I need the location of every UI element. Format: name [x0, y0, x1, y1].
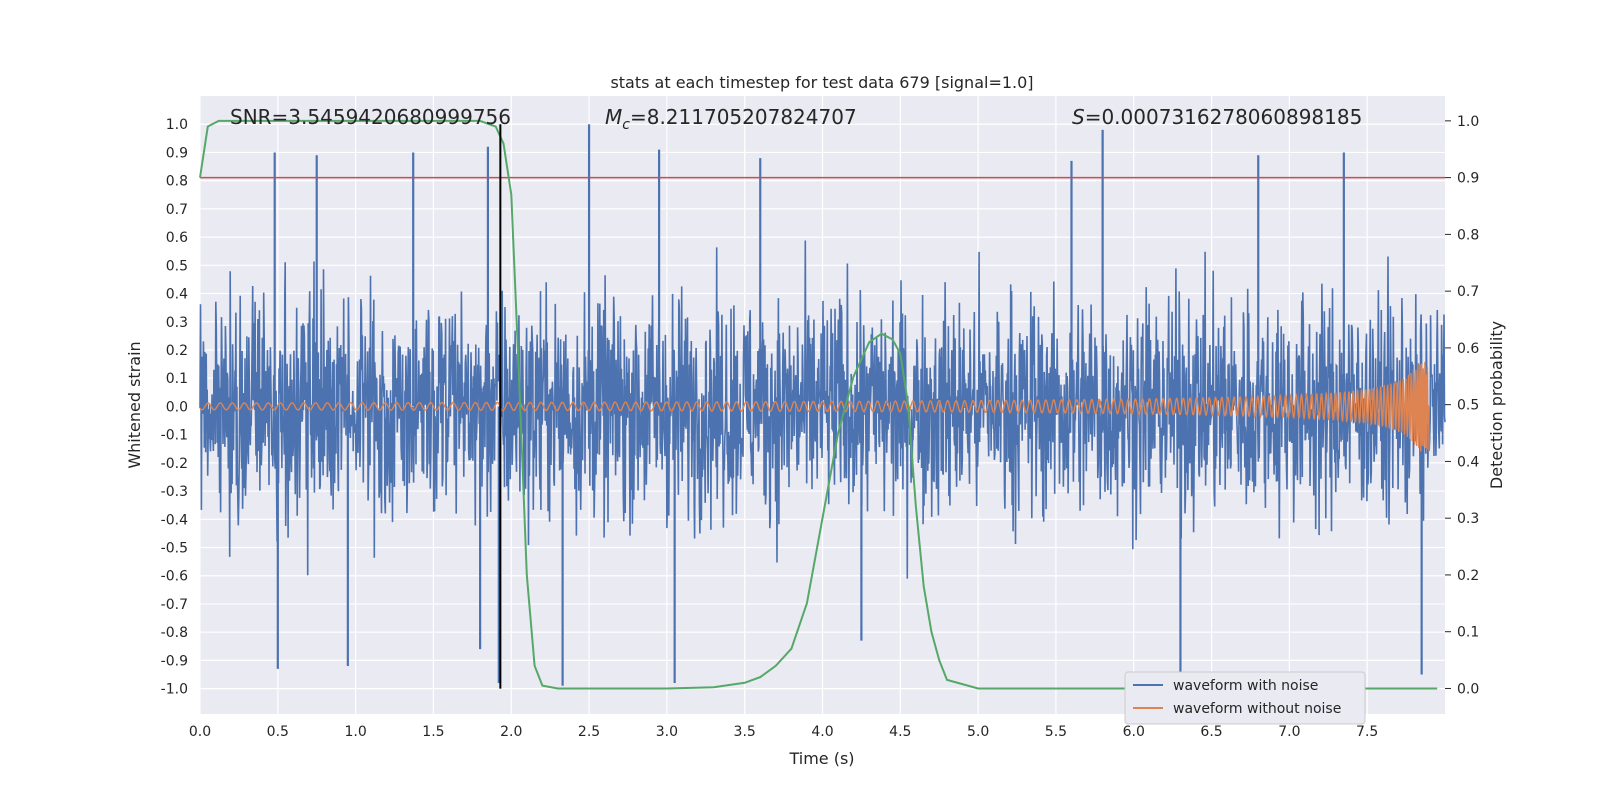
- x-tick-label: 0.5: [267, 724, 289, 740]
- y-tick-label: 0.7: [166, 202, 188, 218]
- s-annotation: S=0.0007316278060898185: [1072, 105, 1362, 129]
- x-tick-label: 4.5: [889, 724, 911, 740]
- y-tick-label: 0.2: [166, 343, 188, 359]
- y-tick-label: -0.9: [161, 653, 188, 669]
- chart-title: stats at each timestep for test data 679…: [610, 73, 1033, 92]
- legend-box: [1124, 671, 1366, 725]
- y-tick-label: 1.0: [166, 117, 188, 133]
- y-tick-label: -0.4: [161, 512, 188, 528]
- x-tick-label: 2.5: [578, 724, 600, 740]
- x-tick-label: 4.0: [811, 724, 833, 740]
- x-tick-label: 6.5: [1200, 724, 1222, 740]
- y-tick-label: -1.0: [161, 682, 188, 698]
- probability-trace: [199, 119, 1438, 690]
- y-tick-label: -0.1: [161, 428, 188, 444]
- y-tick-label: 0.1: [166, 371, 188, 387]
- legend-label-noise: waveform with noise: [1173, 678, 1318, 694]
- legend-label-clean: waveform without noise: [1173, 701, 1341, 717]
- series-waveform-with-noise: [199, 124, 1446, 686]
- y-tick-label: -0.5: [161, 541, 188, 557]
- y-tick-label: -0.8: [161, 625, 188, 641]
- y-tick-label: -0.3: [161, 484, 188, 500]
- y-right-tick-label: 0.7: [1457, 284, 1479, 300]
- x-tick-label: 5.5: [1045, 724, 1067, 740]
- mc-annotation: Mc=8.211705207824707: [605, 105, 857, 133]
- x-tick-label: 0.0: [189, 724, 211, 740]
- y-axis-label: Whitened strain: [125, 341, 144, 468]
- x-axis-label: Time (s): [788, 749, 854, 768]
- x-tick-label: 5.0: [967, 724, 989, 740]
- y-tick-label: 0.5: [166, 258, 188, 274]
- x-tick-label: 3.5: [734, 724, 756, 740]
- chirp-trace: [199, 361, 1430, 452]
- snr-annotation: SNR=3.5459420680999756: [230, 105, 511, 129]
- y-right-tick-label: 0.1: [1457, 625, 1479, 641]
- y-tick-label: 0.0: [166, 399, 188, 415]
- y-right-tick-label: 0.2: [1457, 568, 1479, 584]
- y-tick-label: -0.6: [161, 569, 188, 585]
- noise-trace: [199, 240, 1446, 579]
- x-tick-label: 6.0: [1123, 724, 1145, 740]
- x-tick-label: 7.5: [1356, 724, 1378, 740]
- series-detection-probability: [199, 119, 1438, 690]
- x-tick-label: 7.0: [1278, 724, 1300, 740]
- y-right-tick-label: 0.0: [1457, 681, 1479, 697]
- series-waveform-without-noise: [199, 361, 1430, 452]
- x-tick-label: 1.0: [344, 724, 366, 740]
- y-tick-label: -0.2: [161, 456, 188, 472]
- y-tick-label: 0.9: [166, 145, 188, 161]
- mc-annotation-value: =8.211705207824707: [630, 105, 857, 129]
- y-right-tick-label: 0.8: [1457, 227, 1479, 243]
- y-right-tick-label: 0.6: [1457, 341, 1479, 357]
- y-right-tick-label: 0.9: [1457, 171, 1479, 187]
- y-right-tick-label: 0.3: [1457, 511, 1479, 527]
- y-right-tick-label: 0.5: [1457, 398, 1479, 414]
- y-axis-right-label: Detection probability: [1487, 321, 1506, 489]
- y-right-tick-label: 0.4: [1457, 454, 1479, 470]
- y-axis-ticks: 1.0 0.9 0.8 0.7 0.6 0.5 0.4 0.3 0.2 0.1 0.0 -0.1 -0.…: [161, 117, 188, 697]
- x-tick-label: 2.0: [500, 724, 522, 740]
- s-annotation-value: =0.0007316278060898185: [1085, 105, 1363, 129]
- y-tick-label: 0.3: [166, 315, 188, 331]
- y-axis-right-ticks: 1.0 0.9 0.8 0.7 0.6 0.5 0.4 0.3 0.2 0.1 0.0: [1445, 114, 1479, 697]
- y-tick-label: 0.8: [166, 174, 188, 190]
- x-axis-ticks: 0.0 0.5 1.0 1.5 2.0 2.5 3.0 3.5 4.0 4.5 5.0 5.5 6.0 6…: [189, 724, 1378, 740]
- y-tick-label: -0.7: [161, 597, 188, 613]
- y-tick-label: 0.6: [166, 230, 188, 246]
- y-right-tick-label: 1.0: [1457, 114, 1479, 130]
- x-tick-label: 3.0: [656, 724, 678, 740]
- legend: waveform with noise waveform without noi…: [1124, 671, 1366, 725]
- y-tick-label: 0.4: [166, 287, 188, 303]
- x-tick-label: 1.5: [422, 724, 444, 740]
